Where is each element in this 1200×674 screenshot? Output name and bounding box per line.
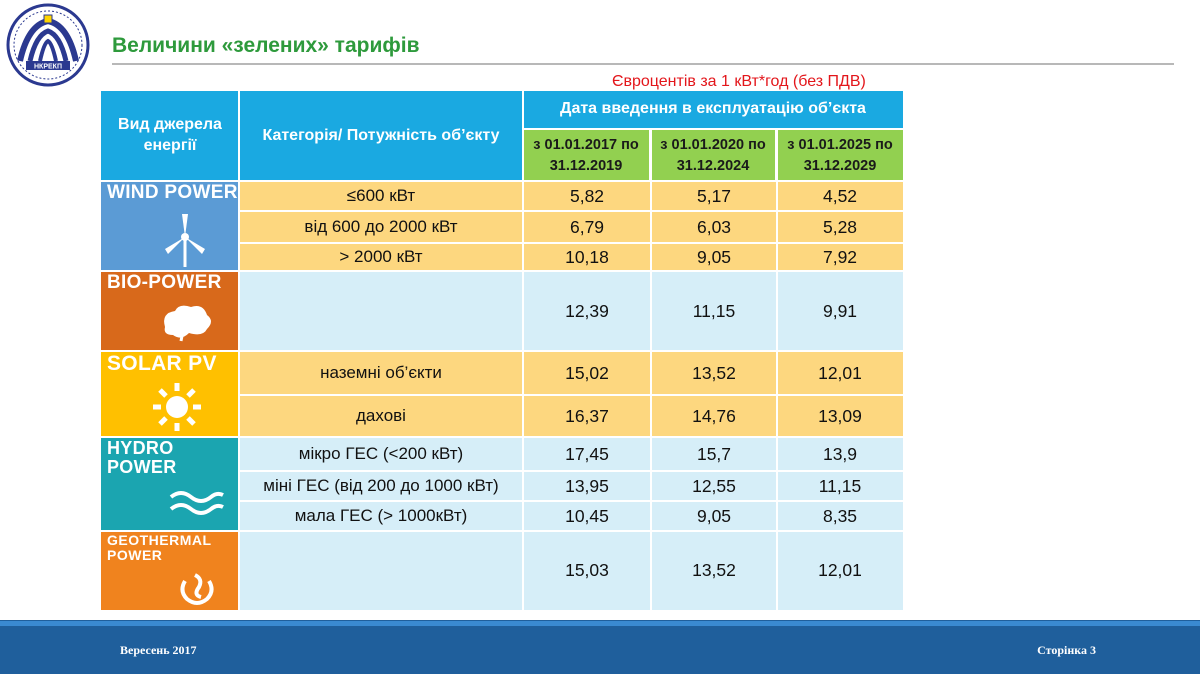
tariff-value: 11,15 — [777, 471, 903, 501]
row-category: від 600 до 2000 кВт — [239, 211, 523, 243]
tariff-value: 5,28 — [777, 211, 903, 243]
row-category — [239, 271, 523, 351]
page-title: Величини «зелених» тарифів — [112, 34, 420, 57]
tariff-value: 9,91 — [777, 271, 903, 351]
leaf-icon — [164, 305, 211, 342]
tariff-value: 13,95 — [523, 471, 651, 501]
tariff-value: 9,05 — [651, 243, 777, 271]
footer-accent-line — [0, 621, 1200, 626]
tariff-value: 17,45 — [523, 437, 651, 471]
grid-line — [239, 210, 903, 212]
grid-line — [776, 128, 778, 610]
grid-line — [101, 436, 903, 438]
tariff-value: 6,03 — [651, 211, 777, 243]
source-label: GEOTHERMAL POWER — [107, 532, 212, 563]
source-hydro-power: HYDRO POWER — [101, 437, 239, 531]
tariff-value: 7,92 — [777, 243, 903, 271]
footer-bar — [0, 620, 1200, 674]
tariff-value: 13,9 — [777, 437, 903, 471]
tariff-value: 15,02 — [523, 351, 651, 395]
source-label: SOLAR PV — [107, 352, 217, 375]
tariff-value: 11,15 — [651, 271, 777, 351]
logo-text: НКРЕКП — [34, 64, 62, 71]
tariff-value: 13,52 — [651, 531, 777, 610]
tariff-value: 16,37 — [523, 395, 651, 437]
row-category: > 2000 кВт — [239, 243, 523, 271]
tariff-value: 12,01 — [777, 351, 903, 395]
header-period-3: з 01.01.2025 по 31.12.2029 — [777, 130, 903, 181]
geothermal-swirl-icon — [180, 573, 214, 605]
source-label: WIND POWER — [107, 182, 238, 203]
row-category: мікро ГЕС (<200 кВт) — [239, 437, 523, 471]
tariff-value: 10,45 — [523, 501, 651, 531]
tariff-value: 12,55 — [651, 471, 777, 501]
tariff-value: 6,79 — [523, 211, 651, 243]
row-category: міні ГЕС (від 200 до 1000 кВт) — [239, 471, 523, 501]
tariff-value: 12,01 — [777, 531, 903, 610]
water-waves-icon — [169, 491, 224, 515]
grid-line — [239, 470, 903, 472]
tariff-value: 10,18 — [523, 243, 651, 271]
sun-icon — [153, 383, 201, 431]
header-source: Вид джерела енергії — [101, 91, 239, 181]
tariff-value: 13,52 — [651, 351, 777, 395]
source-wind-power: WIND POWER — [101, 181, 239, 271]
row-category: дахові — [239, 395, 523, 437]
row-category — [239, 531, 523, 610]
tariff-table: Вид джерела енергії Категорія/ Потужніст… — [101, 91, 903, 610]
header-period-1: з 01.01.2017 по 31.12.2019 — [523, 130, 649, 181]
header-date-group: Дата введення в експлуатацію об’єкта — [523, 91, 903, 128]
wind-turbine-icon — [165, 214, 205, 267]
tariff-value: 5,82 — [523, 181, 651, 211]
tariff-value: 12,39 — [523, 271, 651, 351]
tariff-value: 15,7 — [651, 437, 777, 471]
grid-line — [101, 530, 903, 532]
source-solar-pv: SOLAR PV — [101, 351, 239, 437]
units-note: Євроцентів за 1 кВт*год (без ПДВ) — [612, 73, 866, 90]
grid-line — [101, 350, 903, 352]
footer-page-number: Сторінка 3 — [1037, 643, 1096, 657]
tariff-value: 8,35 — [777, 501, 903, 531]
grid-line — [101, 180, 903, 182]
grid-line — [239, 242, 903, 244]
source-label: BIO-POWER — [107, 272, 222, 293]
source-label: HYDRO POWER — [107, 438, 177, 477]
tariff-value: 13,09 — [777, 395, 903, 437]
source-geothermal-power: GEOTHERMAL POWER — [101, 531, 239, 610]
footer-date: Вересень 2017 — [120, 643, 197, 657]
grid-line — [239, 500, 903, 502]
row-category: ≤600 кВт — [239, 181, 523, 211]
row-category: наземні об’єкти — [239, 351, 523, 395]
tariff-value: 9,05 — [651, 501, 777, 531]
tariff-value: 14,76 — [651, 395, 777, 437]
header-category: Категорія/ Потужність об’єкту — [239, 91, 523, 181]
tariff-value: 5,17 — [651, 181, 777, 211]
row-category: мала ГЕС (> 1000кВт) — [239, 501, 523, 531]
tariff-value: 4,52 — [777, 181, 903, 211]
header-period-2: з 01.01.2020 по 31.12.2024 — [651, 130, 775, 181]
grid-line — [239, 394, 903, 396]
source-bio-power: BIO-POWER — [101, 271, 239, 351]
tariff-value: 15,03 — [523, 531, 651, 610]
regulator-logo: НКРЕКП — [6, 3, 90, 87]
grid-line — [523, 128, 903, 130]
title-divider — [112, 63, 1174, 65]
grid-line — [650, 128, 652, 610]
grid-line — [101, 270, 903, 272]
